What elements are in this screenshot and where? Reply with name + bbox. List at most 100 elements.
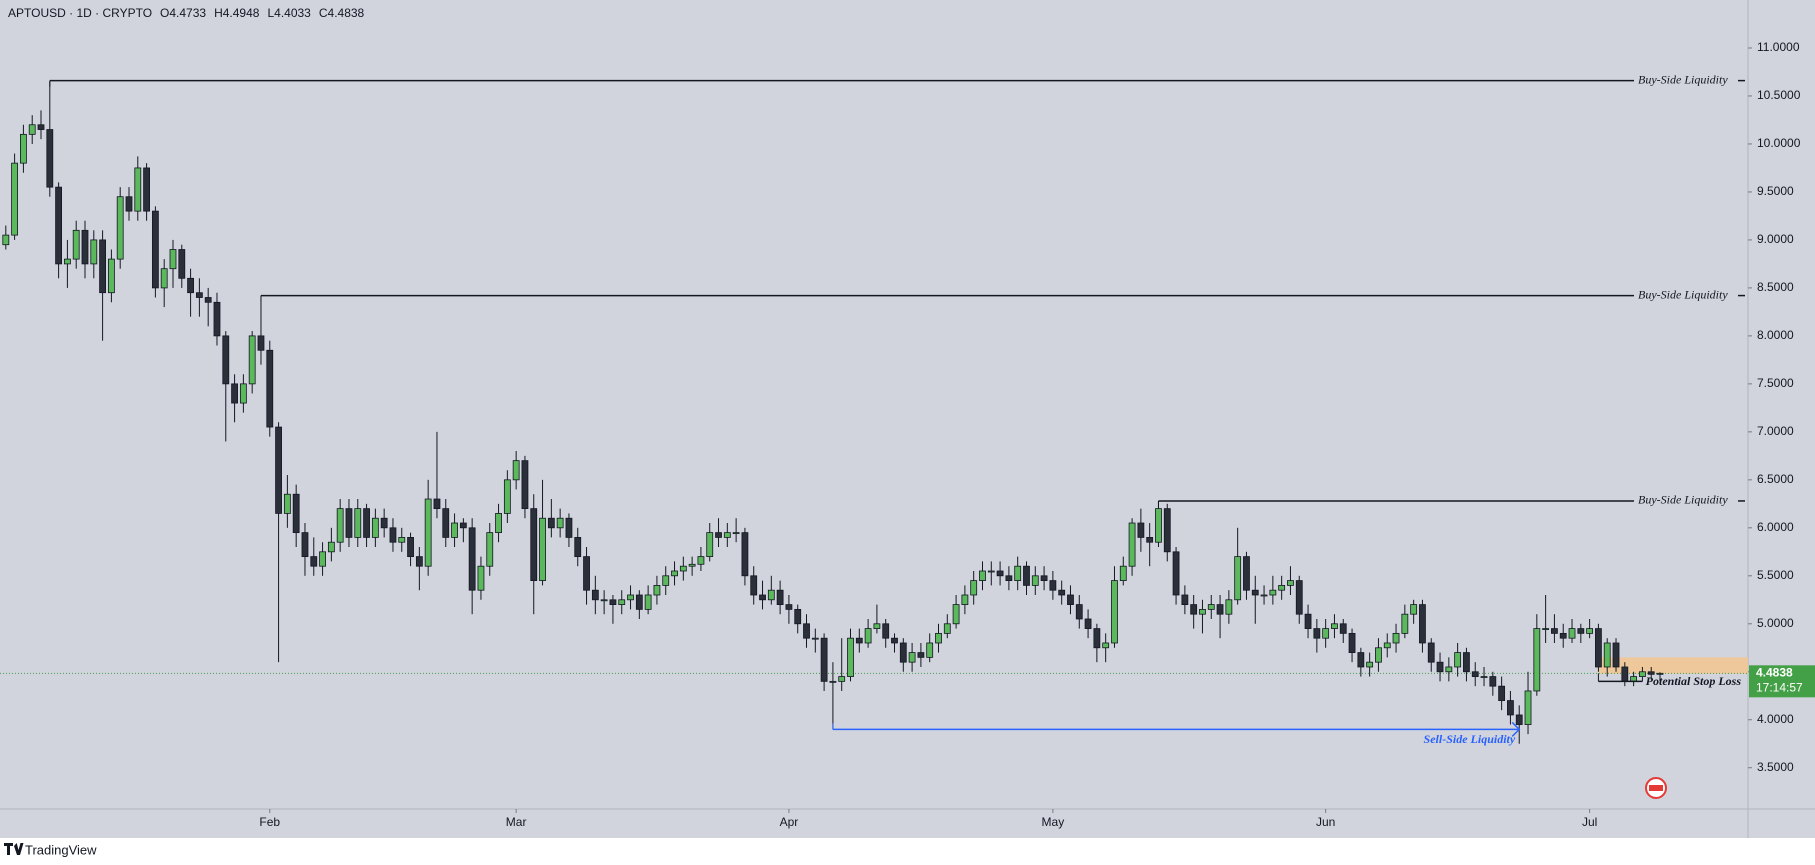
- candle-body: [187, 277, 194, 294]
- candle-body: [1463, 652, 1470, 673]
- candle-body: [917, 652, 925, 658]
- candle-body: [107, 258, 115, 294]
- y-tick-label: 3.5000: [1757, 760, 1794, 774]
- candle-body: [1401, 613, 1409, 634]
- candle-body: [495, 513, 502, 534]
- candle-body: [1058, 589, 1066, 596]
- candle-body: [72, 229, 80, 260]
- candle-body: [627, 594, 634, 601]
- x-tick-label: Mar: [506, 815, 527, 829]
- candle-body: [319, 551, 326, 567]
- candle-body: [160, 268, 168, 289]
- ohlc-label: C: [319, 6, 328, 20]
- candle-body: [873, 623, 881, 629]
- candle-body: [662, 575, 670, 586]
- candle-body: [1551, 628, 1558, 634]
- stop-loss-label: Potential Stop Loss: [1646, 674, 1742, 688]
- x-tick-label: Apr: [780, 815, 799, 829]
- candle-body: [468, 527, 476, 591]
- candle-body: [116, 196, 124, 260]
- candle-body: [90, 239, 98, 265]
- candle-body: [239, 383, 247, 404]
- candle-body: [195, 292, 203, 298]
- candle-body: [741, 532, 749, 577]
- candle-body: [829, 680, 837, 683]
- candle-body: [354, 508, 362, 538]
- candle-body: [970, 580, 978, 596]
- candle-body: [644, 594, 652, 610]
- candle-body: [521, 460, 529, 510]
- candle-body: [996, 570, 1004, 577]
- candle-body: [591, 589, 599, 601]
- candle-body: [1137, 522, 1145, 538]
- candle-body: [99, 239, 106, 294]
- candle-body: [371, 517, 379, 538]
- candle-body: [864, 628, 872, 644]
- candle-body: [1075, 604, 1083, 620]
- candle-body: [486, 532, 494, 567]
- ohlc-value: 4.4733: [169, 6, 206, 20]
- candle-body: [151, 210, 159, 289]
- candle-body: [855, 637, 863, 644]
- candle-body: [503, 479, 511, 514]
- candle-body: [679, 565, 687, 572]
- ohlc-value: 4.4838: [328, 6, 365, 20]
- candle-body: [1190, 604, 1198, 615]
- candle-body: [1375, 647, 1382, 663]
- candle-body: [1031, 575, 1039, 586]
- candle-body: [345, 508, 353, 538]
- candle-body: [1163, 508, 1171, 553]
- candle-body: [1146, 537, 1154, 543]
- x-tick-label: Jul: [1582, 815, 1597, 829]
- candle-body: [943, 623, 951, 634]
- candle-body: [574, 537, 582, 558]
- candle-body: [512, 460, 520, 481]
- candle-body: [1023, 565, 1030, 586]
- candle-body: [1084, 618, 1092, 629]
- candle-body: [1639, 671, 1646, 677]
- candle-body: [1595, 628, 1602, 668]
- candle-body: [759, 594, 766, 601]
- candle-body: [961, 594, 969, 605]
- candle-body: [1234, 556, 1242, 601]
- candle-body: [1295, 580, 1303, 615]
- candle-body: [1603, 642, 1611, 668]
- candle-body: [1119, 565, 1127, 581]
- candle-body: [838, 676, 846, 682]
- candle-body: [723, 532, 731, 538]
- candle-body: [222, 335, 230, 385]
- candle-body: [1410, 604, 1418, 615]
- candle-body: [1128, 522, 1136, 567]
- candle-body: [1199, 608, 1206, 615]
- candle-body: [1524, 690, 1532, 725]
- candle-body: [583, 556, 590, 591]
- price-tag-countdown: 17:14:57: [1756, 680, 1803, 694]
- y-tick-label: 7.0000: [1757, 424, 1794, 438]
- candle-body: [266, 349, 274, 428]
- candle-body: [1111, 580, 1118, 644]
- candle-body: [231, 383, 238, 404]
- candle-body: [55, 186, 63, 265]
- candle-body: [1287, 580, 1294, 586]
- y-tick-label: 10.5000: [1757, 88, 1801, 102]
- candle-body: [178, 249, 186, 279]
- candle-body: [336, 508, 344, 543]
- candle-body: [847, 637, 854, 677]
- candle-body: [1322, 628, 1330, 639]
- candle-body: [653, 584, 661, 596]
- candle-body: [1339, 623, 1347, 634]
- candle-body: [1427, 642, 1435, 663]
- candle-body: [398, 537, 406, 543]
- candle-body: [1278, 584, 1286, 591]
- level-label: Buy-Side Liquidity: [1638, 493, 1728, 507]
- candle-body: [1656, 672, 1664, 675]
- candle-body: [459, 522, 467, 529]
- candle-body: [28, 124, 36, 135]
- candle-body: [1243, 556, 1250, 591]
- candle-body: [1225, 599, 1233, 615]
- candle-body: [952, 604, 960, 625]
- y-tick-label: 11.0000: [1757, 40, 1800, 54]
- candle-body: [1313, 628, 1321, 639]
- candle-body: [1172, 551, 1180, 596]
- candle-body: [1331, 623, 1338, 629]
